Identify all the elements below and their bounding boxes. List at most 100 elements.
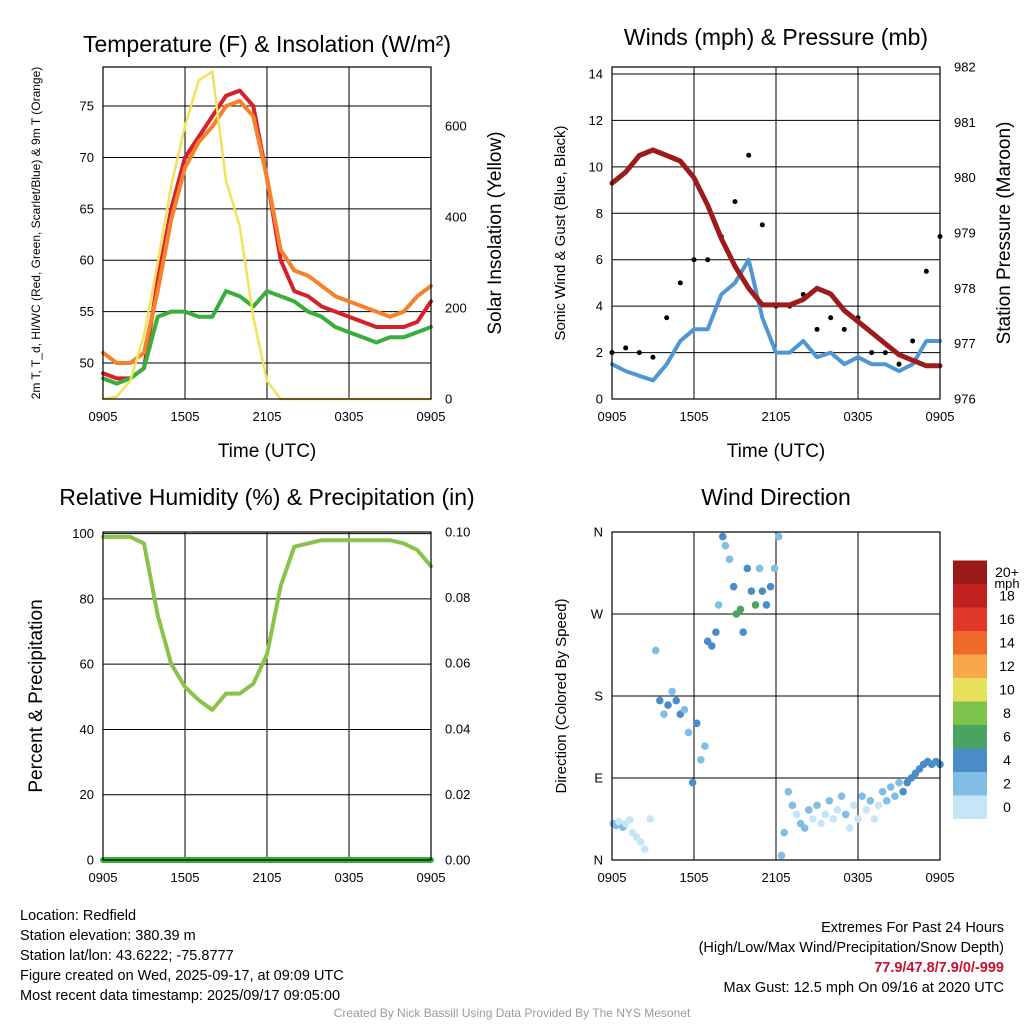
direction-point bbox=[854, 815, 862, 823]
y-tick-label: 12 bbox=[589, 113, 603, 128]
extremes-panel: Extremes For Past 24 Hours (High/Low/Max… bbox=[699, 918, 1004, 998]
direction-point bbox=[770, 564, 779, 573]
colorbar-swatch bbox=[953, 560, 987, 584]
y-right-tick-label: 0.08 bbox=[445, 590, 470, 605]
colorbar-swatch bbox=[953, 607, 987, 631]
direction-point bbox=[672, 696, 681, 705]
station-location: Location: Redfield bbox=[20, 908, 137, 924]
gust-point bbox=[910, 338, 916, 344]
gust-point bbox=[828, 315, 834, 321]
y-right-tick-label: 0.04 bbox=[445, 721, 470, 736]
y-right-tick-label: 0.00 bbox=[445, 853, 470, 868]
colorbar-swatch bbox=[953, 725, 987, 749]
x-axis-label: Time (UTC) bbox=[727, 441, 826, 462]
y-tick-label: E bbox=[594, 771, 603, 786]
direction-point bbox=[758, 587, 767, 596]
y-right-axis-label: Station Pressure (Maroon) bbox=[994, 122, 1015, 345]
colorbar-swatch bbox=[953, 584, 987, 608]
x-tick-label: 2105 bbox=[253, 409, 282, 424]
panel-direction bbox=[609, 531, 987, 861]
x-tick-label: 0305 bbox=[844, 409, 873, 424]
direction-point bbox=[751, 601, 760, 609]
direction-point bbox=[882, 796, 891, 805]
series-line-winds-2 bbox=[609, 147, 943, 369]
direction-point bbox=[841, 810, 850, 819]
chart-title: Winds (mph) & Pressure (mb) bbox=[624, 24, 928, 50]
gust-point bbox=[732, 199, 738, 205]
y-right-tick-label: 982 bbox=[954, 60, 976, 75]
colorbar-swatch bbox=[953, 701, 987, 725]
colorbar-label: 10 bbox=[999, 681, 1015, 697]
x-tick-label: 2105 bbox=[253, 870, 282, 885]
direction-point bbox=[870, 815, 879, 823]
direction-point bbox=[736, 605, 745, 614]
panel-temperature bbox=[101, 66, 433, 401]
x-tick-label: 0905 bbox=[417, 409, 446, 424]
gust-point bbox=[814, 326, 820, 332]
x-tick-label: 0905 bbox=[89, 409, 118, 424]
y-tick-label: 20 bbox=[80, 787, 94, 802]
y-axis-label: Sonic Wind & Gust (Blue, Black) bbox=[552, 125, 569, 340]
frame-winds bbox=[611, 66, 941, 400]
x-tick-label: 0305 bbox=[335, 870, 364, 885]
colorbar-label: 4 bbox=[1003, 752, 1011, 768]
colorbar-title: mph bbox=[994, 576, 1019, 591]
colorbar-label: 18 bbox=[999, 587, 1015, 603]
colorbar-label: 14 bbox=[999, 634, 1015, 650]
x-tick-label: 0905 bbox=[926, 870, 955, 885]
y-tick-label: N bbox=[594, 525, 603, 540]
y-tick-label: 50 bbox=[80, 356, 94, 371]
y-tick-label: 75 bbox=[80, 99, 94, 114]
direction-point bbox=[688, 778, 697, 787]
y-right-tick-label: 0 bbox=[445, 392, 452, 407]
y-tick-label: 4 bbox=[596, 299, 603, 314]
direction-point bbox=[725, 555, 734, 564]
gust-point bbox=[677, 280, 683, 286]
direction-point bbox=[800, 824, 809, 832]
credit-line: Created By Nick Bassill Using Data Provi… bbox=[333, 1006, 691, 1020]
y-tick-label: 2 bbox=[596, 345, 603, 360]
y-axis-label: Direction (Colored By Speed) bbox=[553, 598, 570, 793]
y-tick-label: S bbox=[594, 689, 603, 704]
direction-point bbox=[615, 817, 623, 826]
direction-point bbox=[660, 710, 668, 719]
y-tick-label: W bbox=[591, 607, 604, 622]
y-tick-label: 10 bbox=[589, 159, 603, 174]
direction-point bbox=[762, 601, 771, 609]
x-tick-label: 0905 bbox=[926, 409, 955, 424]
direction-point bbox=[866, 796, 875, 805]
x-tick-label: 1505 bbox=[680, 409, 709, 424]
series-line-temperature-2 bbox=[101, 98, 433, 365]
direction-point bbox=[821, 810, 829, 819]
chart-title: Wind Direction bbox=[701, 484, 851, 510]
x-tick-label: 0905 bbox=[598, 870, 627, 885]
x-tick-label: 1505 bbox=[680, 870, 709, 885]
direction-point bbox=[747, 587, 756, 596]
extremes-title: Extremes For Past 24 Hours bbox=[821, 920, 1004, 936]
panel-humidity bbox=[100, 531, 434, 863]
y-tick-label: 60 bbox=[80, 253, 94, 268]
station-latlon: Station lat/lon: 43.6222; -75.8777 bbox=[20, 948, 234, 964]
y-right-tick-label: 400 bbox=[445, 210, 467, 225]
direction-point bbox=[718, 532, 727, 541]
gust-point bbox=[664, 315, 670, 321]
extremes-subtitle: (High/Low/Max Wind/Precipitation/Snow De… bbox=[698, 940, 1004, 956]
frame-direction bbox=[611, 531, 941, 861]
direction-point bbox=[651, 646, 660, 655]
direction-point bbox=[739, 628, 747, 637]
direction-point bbox=[743, 564, 752, 573]
direction-point bbox=[858, 792, 866, 801]
gust-point bbox=[869, 350, 875, 356]
x-tick-label: 1505 bbox=[171, 409, 200, 424]
colorbar-label: 12 bbox=[999, 658, 1015, 674]
direction-point bbox=[636, 837, 645, 846]
y-tick-label: 0 bbox=[87, 853, 94, 868]
y-tick-label: 6 bbox=[596, 252, 603, 267]
x-tick-label: 0305 bbox=[335, 409, 364, 424]
gust-point bbox=[691, 257, 697, 263]
y-right-tick-label: 0.10 bbox=[445, 525, 470, 540]
direction-point bbox=[729, 582, 738, 591]
colorbar-label: 2 bbox=[1003, 775, 1011, 791]
direction-point bbox=[692, 719, 701, 728]
